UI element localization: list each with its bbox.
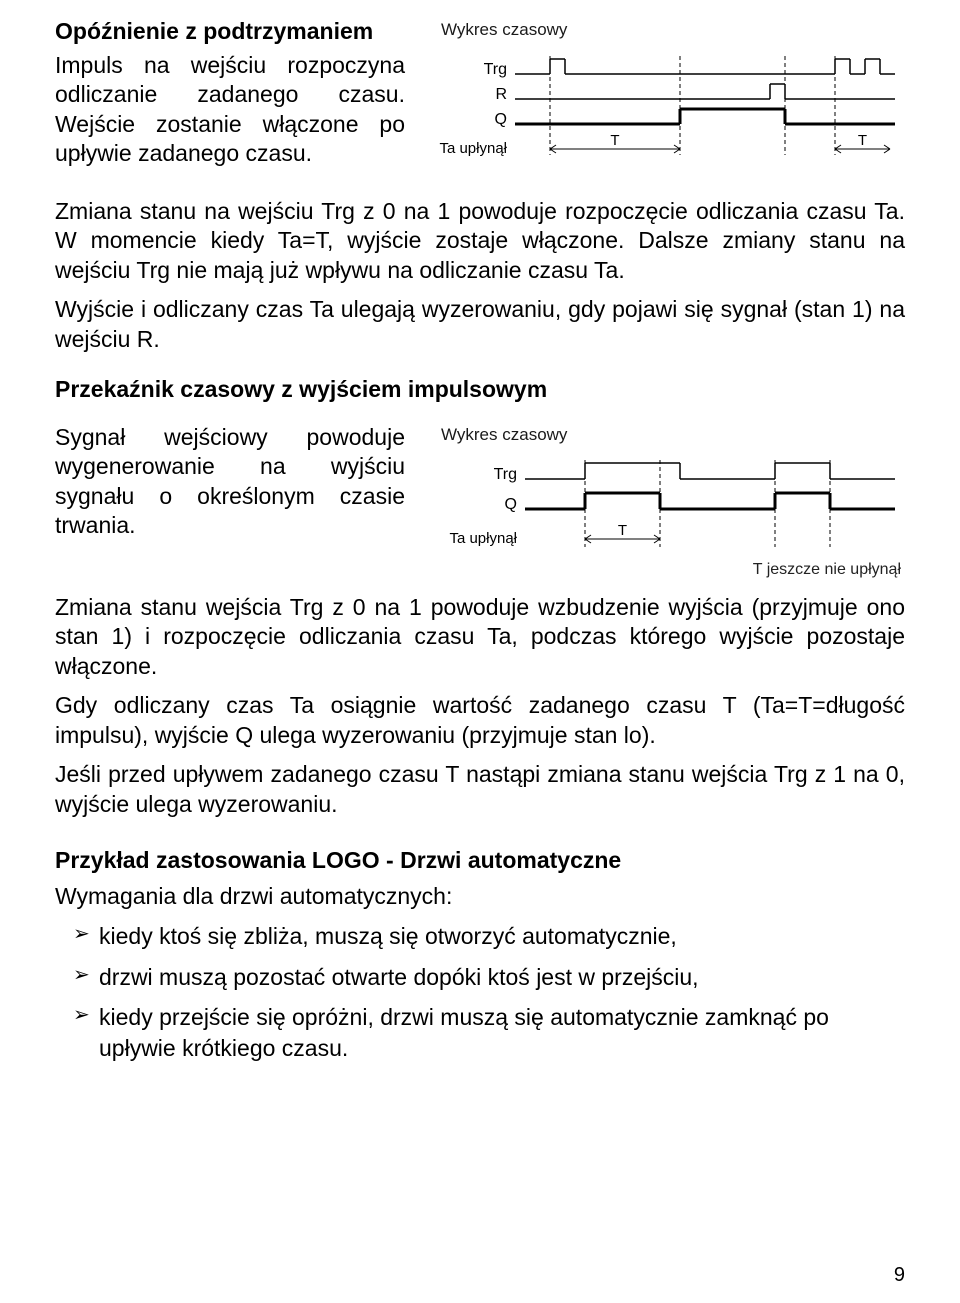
section2-textcol: Sygnał wejściowy powoduje wygenerowanie … [55, 423, 405, 551]
diagram2-title: Wykres czasowy [441, 425, 905, 445]
svg-text:T: T [610, 132, 619, 149]
requirements-item: drzwi muszą pozostać otwarte dopóki ktoś… [73, 962, 905, 992]
section1-row: Opóźnienie z podtrzymaniem Impuls na wej… [55, 18, 905, 179]
section1-title: Opóźnienie z podtrzymaniem [55, 18, 405, 45]
section2-title: Przekaźnik czasowy z wyjściem impulsowym [55, 376, 905, 403]
svg-text:Ta upłynął: Ta upłynął [439, 140, 507, 157]
page-number: 9 [894, 1264, 905, 1287]
section2-intro: Sygnał wejściowy powoduje wygenerowanie … [55, 423, 405, 541]
svg-text:Trg: Trg [494, 466, 517, 483]
section2-p3: Jeśli przed upływem zadanego czasu T nas… [55, 760, 905, 819]
section2-p2: Gdy odliczany czas Ta osiągnie wartość z… [55, 691, 905, 750]
diagram2-container: Wykres czasowy Trg Q Ta upłynął T T jeszcze… [435, 423, 905, 579]
requirements-item: kiedy przejście się opróżni, drzwi muszą… [73, 1002, 905, 1063]
section2-row: Sygnał wejściowy powoduje wygenerowanie … [55, 423, 905, 579]
svg-text:T: T [858, 132, 867, 149]
section1-intro: Impuls na wejściu rozpoczyna odliczanie … [55, 51, 405, 169]
section1-textcol: Opóźnienie z podtrzymaniem Impuls na wej… [55, 18, 405, 179]
timing-diagram-2: Trg Q Ta upłynął T [435, 449, 905, 559]
section1-p2: Wyjście i odliczany czas Ta ulegają wyze… [55, 295, 905, 354]
requirements-item: kiedy ktoś się zbliża, muszą się otworzy… [73, 921, 905, 951]
section3-title: Przykład zastosowania LOGO - Drzwi autom… [55, 847, 905, 874]
section1-p1: Zmiana stanu na wejściu Trg z 0 na 1 pow… [55, 197, 905, 285]
diagram1-title: Wykres czasowy [441, 20, 905, 40]
section2-p1: Zmiana stanu wejścia Trg z 0 na 1 powodu… [55, 593, 905, 681]
page: Opóźnienie z podtrzymaniem Impuls na wej… [0, 0, 960, 1303]
diagram1-container: Wykres czasowy Trg RQ Ta upłynął T T [435, 18, 905, 174]
svg-text:Ta upłynął: Ta upłynął [449, 530, 517, 547]
timing-diagram-1: Trg RQ Ta upłynął T T [435, 44, 905, 174]
diagram2-note: T jeszcze nie upłynął [435, 561, 905, 579]
svg-text:Q: Q [505, 496, 517, 513]
section3-subtitle: Wymagania dla drzwi automatycznych: [55, 882, 905, 911]
svg-text:R: R [495, 86, 507, 103]
requirements-list: kiedy ktoś się zbliża, muszą się otworzy… [73, 921, 905, 1062]
svg-text:T: T [618, 522, 627, 539]
svg-text:Trg: Trg [484, 61, 507, 78]
svg-text:Q: Q [495, 111, 507, 128]
